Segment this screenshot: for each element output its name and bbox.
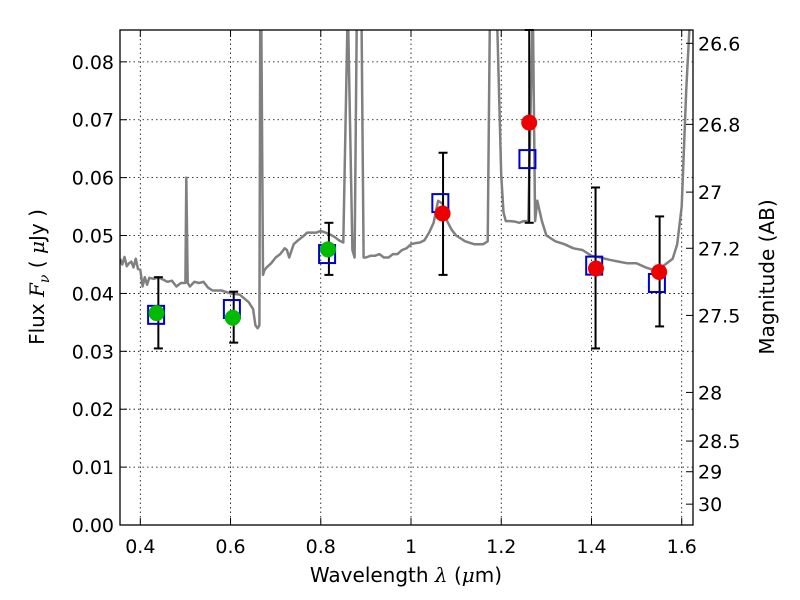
right-axis-ticks: 26.6 26.8 27 27.2 27.5 28 28.5 29 30 [686, 33, 740, 516]
right-tick-label: 27.5 [698, 305, 740, 327]
photometry-point [319, 241, 336, 258]
photometry-point [434, 205, 451, 222]
plot-frame [119, 29, 694, 526]
x-axis-ticks: 0.4 0.6 0.8 1 1.2 1.4 1.6 [125, 30, 697, 558]
x-tick-label: 1.2 [486, 536, 516, 558]
x-tick-label: 0.8 [306, 536, 336, 558]
y-tick-label: 0.07 [72, 110, 114, 132]
y-tick-label: 0.05 [72, 226, 114, 248]
right-tick-label: 28 [698, 382, 722, 404]
x-tick-label: 0.4 [125, 536, 155, 558]
right-tick-label: 28.5 [698, 431, 740, 453]
spectrum-line [120, 30, 691, 330]
y-tick-label: 0.02 [72, 399, 114, 421]
x-tick-label: 0.6 [215, 536, 245, 558]
right-tick-label: 26.6 [698, 33, 740, 55]
x-tick-label: 1.6 [667, 536, 697, 558]
photometry-point [148, 305, 165, 322]
right-tick-label: 30 [698, 494, 722, 516]
y-tick-label: 0.06 [72, 168, 114, 190]
y-tick-label: 0.08 [72, 52, 114, 74]
y-tick-label: 0.03 [72, 341, 114, 363]
photometry-point [587, 260, 604, 277]
x-tick-label: 1.4 [576, 536, 606, 558]
right-tick-label: 26.8 [698, 114, 740, 136]
model-square-marker [518, 149, 537, 170]
y-axis-ticks: 0.00 0.01 0.02 0.03 0.04 0.05 0.06 0.07 0.08 [72, 52, 127, 537]
markers [147, 114, 668, 326]
right-axis-label: Magnitude (AB) [755, 199, 779, 354]
plot-background [120, 30, 693, 525]
x-axis-label: Wavelength λ (μm) [310, 563, 502, 587]
photometry-point [651, 264, 668, 280]
right-tick-label: 27 [698, 182, 722, 204]
right-tick-label: 29 [698, 462, 722, 484]
y-tick-label: 0.04 [72, 283, 114, 305]
y-tick-label: 0.00 [72, 515, 114, 537]
y-tick-label: 0.01 [72, 457, 114, 479]
y-axis-label: Flux Fν ( μJy ) [25, 209, 53, 345]
x-tick-label: 1 [405, 536, 417, 558]
photometry-point [224, 309, 241, 326]
plot-area [120, 30, 691, 330]
right-tick-label: 27.2 [698, 238, 740, 260]
photometry-point [521, 114, 538, 131]
